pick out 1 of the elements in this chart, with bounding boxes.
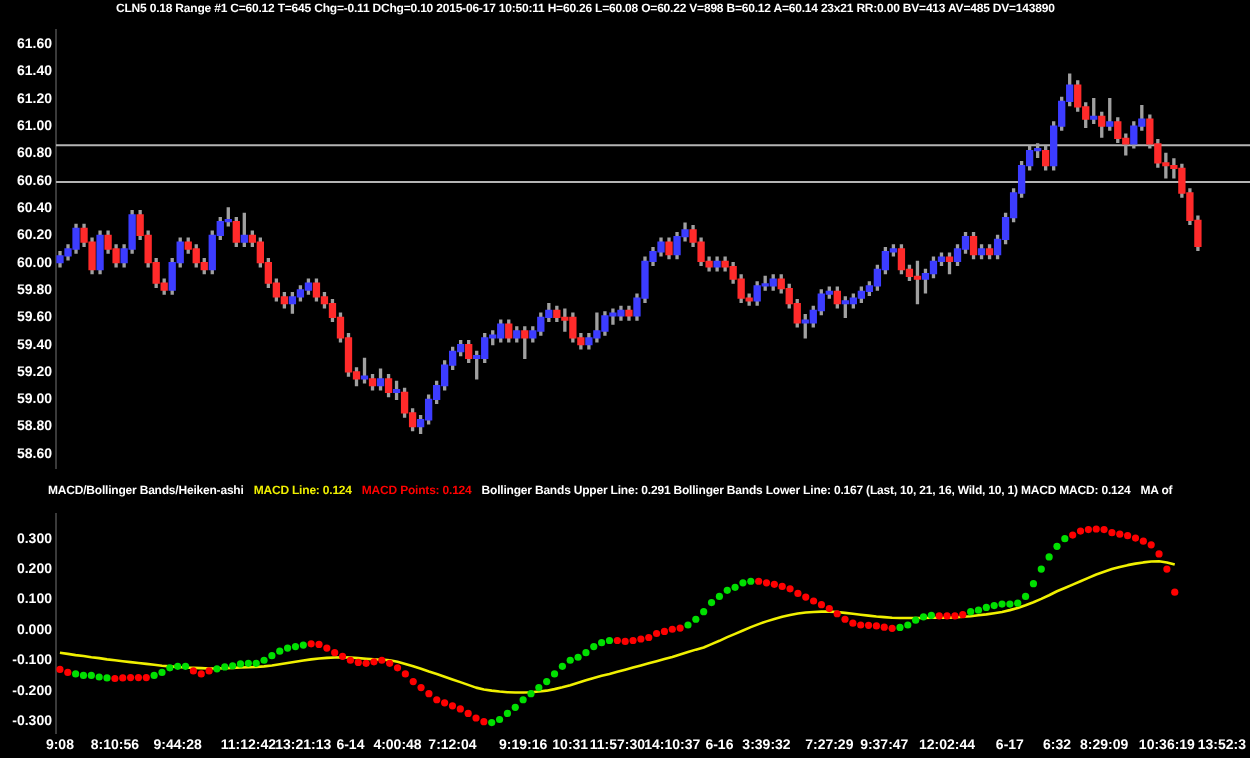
candlestick — [561, 308, 569, 332]
